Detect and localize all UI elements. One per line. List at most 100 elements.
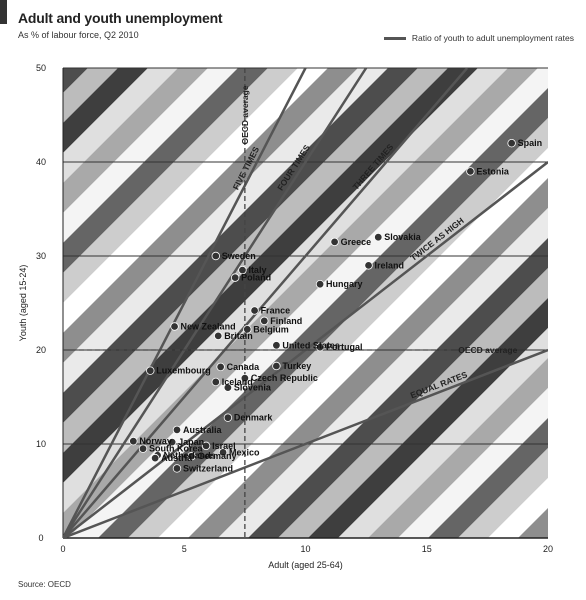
data-point-label: Ireland	[375, 260, 405, 270]
ratio-line-5	[63, 68, 307, 538]
data-point-label: Australia	[183, 425, 223, 435]
y-tick-label: 0	[38, 533, 43, 543]
data-point	[211, 377, 220, 387]
data-point	[213, 331, 223, 341]
oecd-average-horizontal-label: OECD average	[458, 345, 517, 355]
background-stripe	[218, 208, 548, 538]
data-point	[272, 341, 281, 350]
corner-marker	[0, 0, 7, 24]
legend-swatch	[383, 36, 406, 40]
data-point-label: Mexico	[229, 447, 260, 457]
chart-title: Adult and youth unemployment	[18, 10, 223, 26]
data-point	[216, 362, 225, 372]
data-point-label: Czech Republic	[251, 373, 318, 383]
data-point	[201, 441, 211, 451]
data-point	[315, 280, 325, 289]
data-point	[466, 167, 475, 176]
data-point	[172, 464, 182, 473]
data-point	[230, 273, 240, 282]
data-point-label: Slovenia	[234, 383, 272, 393]
y-tick-label: 10	[36, 439, 46, 449]
data-point	[211, 251, 220, 261]
data-point	[250, 306, 259, 315]
data-point-label: New Zealand	[181, 322, 236, 332]
background-stripe	[248, 238, 548, 538]
data-point-label: Sweden	[222, 251, 256, 261]
ratio-line-4	[63, 68, 368, 538]
data-point	[150, 453, 160, 463]
y-axis-label: Youth (aged 15-24)	[18, 265, 28, 342]
x-axis-label: Adult (aged 25-64)	[268, 560, 343, 570]
data-point	[374, 232, 383, 242]
y-tick-label: 30	[36, 251, 46, 261]
data-points: Spain Estonia Slovakia Greece Ireland Hungary…	[129, 138, 542, 473]
ratio-lines	[63, 68, 548, 538]
data-point-label: Slovakia	[384, 232, 422, 242]
data-point-label: Turkey	[282, 361, 311, 371]
data-point-label: Iceland	[222, 377, 253, 387]
legend: Ratio of youth to adult unemployment rat…	[383, 33, 574, 43]
background-stripe	[98, 88, 548, 538]
background-stripe	[458, 448, 548, 538]
x-tick-label: 5	[182, 544, 187, 554]
x-tick-label: 0	[60, 544, 65, 554]
data-point-label: South Korea	[149, 444, 203, 454]
data-point-label: Israel	[212, 441, 236, 451]
data-point	[167, 437, 177, 447]
data-point	[240, 374, 250, 383]
data-point-label: Finland	[270, 316, 302, 326]
data-point	[238, 265, 247, 275]
data-point	[364, 261, 373, 270]
data-point	[172, 425, 182, 435]
data-point	[146, 366, 155, 375]
data-point-label: Switzerland	[183, 463, 233, 473]
data-point	[223, 413, 233, 422]
y-tick-label: 50	[36, 63, 46, 73]
x-tick-label: 10	[300, 544, 310, 554]
legend-label: Ratio of youth to adult unemployment rat…	[411, 33, 574, 43]
source-note: Source: OECD	[18, 580, 71, 589]
chart-subtitle: As % of labour force, Q2 2010	[18, 30, 139, 40]
data-point-label: Hungary	[326, 279, 363, 289]
data-point	[138, 444, 148, 453]
data-point-label: Japan	[178, 437, 204, 447]
data-point	[507, 138, 516, 148]
x-tick-label: 15	[422, 544, 432, 554]
striped-background	[0, 58, 586, 548]
data-point-label: Luxembourg	[156, 366, 211, 376]
data-point-label: Greece	[341, 237, 372, 247]
background-stripe	[518, 508, 548, 538]
data-point-label: Poland	[241, 273, 271, 283]
background-stripe	[63, 68, 538, 538]
data-point-label: Denmark	[234, 413, 274, 423]
ratio-line-3	[63, 68, 469, 538]
background-stripe	[338, 328, 548, 538]
data-point-label: Belgium	[253, 324, 289, 334]
background-stripe	[428, 418, 548, 538]
background-stripe	[398, 388, 548, 538]
data-point	[170, 322, 179, 331]
data-point-label: Netherlands	[164, 450, 216, 460]
data-point-label: Britain	[224, 331, 253, 341]
data-point-label: Norway	[139, 436, 172, 446]
data-point	[315, 342, 325, 352]
background-stripe	[68, 68, 548, 538]
data-point	[129, 436, 138, 446]
y-tick-label: 20	[36, 345, 46, 355]
data-point	[243, 325, 252, 334]
data-point-label: Austria	[161, 453, 193, 463]
background-stripe	[368, 358, 548, 538]
background-stripe	[568, 58, 586, 548]
data-point	[223, 383, 233, 392]
background-stripe	[188, 178, 548, 538]
data-point-label: Italy	[248, 265, 266, 275]
data-point-label: Canada	[227, 362, 261, 372]
data-point-label: United States	[282, 340, 340, 350]
background-stripe	[0, 58, 68, 548]
data-point	[272, 361, 281, 371]
x-tick-label: 20	[543, 544, 553, 554]
oecd-average-vertical-label: OECD average	[240, 85, 250, 144]
background-stripe	[128, 118, 548, 538]
data-point-label: Estonia	[476, 166, 510, 176]
